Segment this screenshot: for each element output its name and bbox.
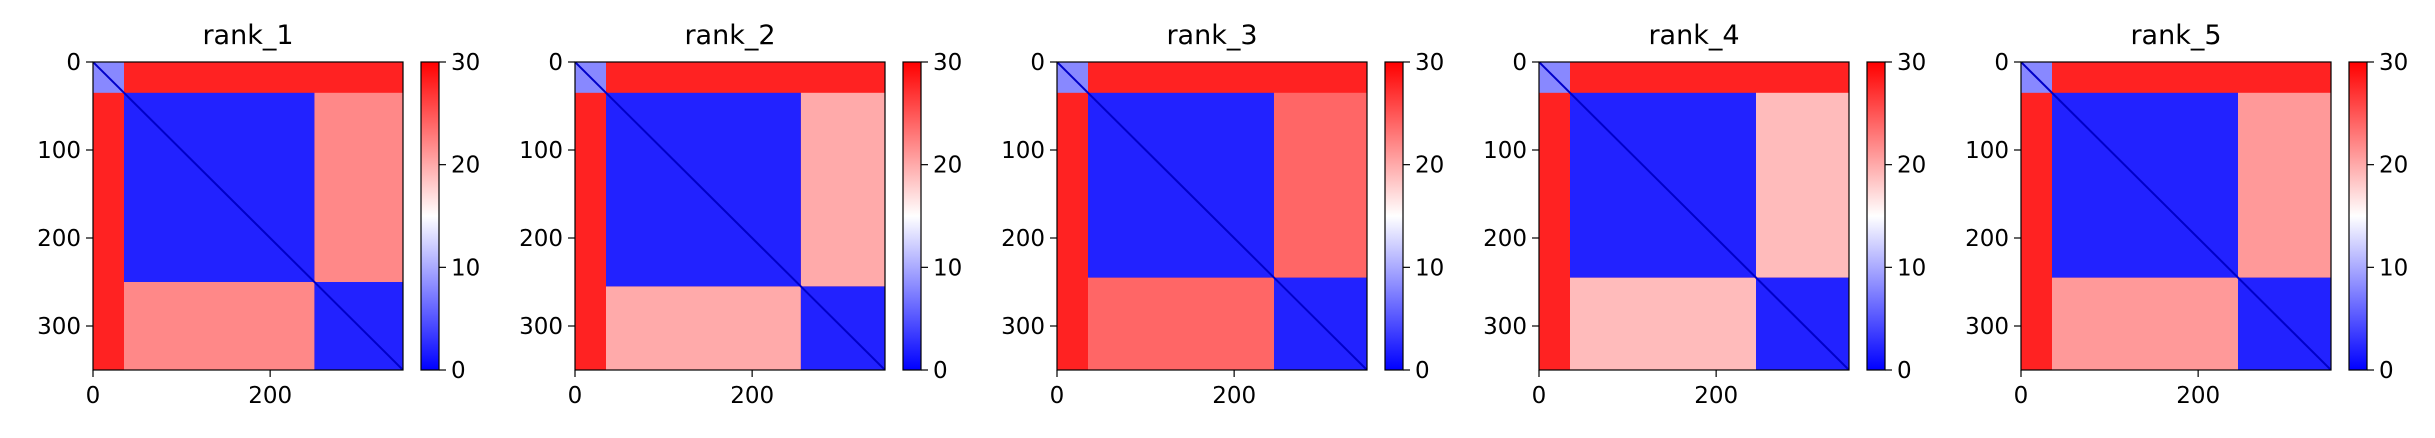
y-tick-label: 200 xyxy=(1483,226,1527,252)
y-tick-label: 100 xyxy=(519,138,563,164)
colorbar-tick-label: 10 xyxy=(1897,255,1926,281)
x-tick-label: 0 xyxy=(1050,383,1065,409)
inter-domain-block-lower xyxy=(2052,277,2238,370)
y-tick-label: 200 xyxy=(519,226,563,252)
y-tick-label: 300 xyxy=(519,314,563,340)
heatmap-cells xyxy=(2021,62,2331,370)
heatmap-cells xyxy=(575,62,885,370)
colorbar-tick-label: 20 xyxy=(451,153,480,179)
inter-domain-block-lower xyxy=(606,286,801,370)
x-tick-label: 200 xyxy=(1694,383,1738,409)
colorbar-tick-label: 30 xyxy=(2379,50,2408,76)
colorbar-tick-label: 0 xyxy=(2379,358,2394,384)
inter-domain-block-upper xyxy=(314,92,403,282)
heatmap-panel-1: rank_1 0 100 200 300 0 200 0 10 20 30 xyxy=(37,20,480,409)
colorbar xyxy=(420,61,440,371)
chart-title: rank_5 xyxy=(2130,20,2221,51)
colorbar-tick-label: 10 xyxy=(2379,255,2408,281)
colorbar-tick-label: 20 xyxy=(2379,153,2408,179)
colorbar xyxy=(902,61,922,371)
plot-frame xyxy=(1538,61,1850,371)
colorbar xyxy=(2348,61,2368,371)
colorbar-tick-label: 0 xyxy=(451,358,466,384)
colorbar xyxy=(1384,61,1404,371)
y-tick-label: 200 xyxy=(37,226,81,252)
diagonal-line xyxy=(1539,62,1849,370)
y-tick-label: 300 xyxy=(37,314,81,340)
colorbar-tick-label: 0 xyxy=(1415,358,1430,384)
diagonal-line xyxy=(2021,62,2331,370)
heatmap-panel-3: rank_3 0 100 200 300 0 200 0 10 20 30 xyxy=(1001,20,1444,409)
colorbar-tick-label: 10 xyxy=(933,255,962,281)
chart-title: rank_1 xyxy=(202,20,293,51)
x-tick-label: 200 xyxy=(2176,383,2220,409)
y-tick-label: 100 xyxy=(1483,138,1527,164)
y-tick-label: 0 xyxy=(66,50,81,76)
diagonal-line xyxy=(575,62,885,370)
chart-title: rank_4 xyxy=(1648,20,1739,51)
y-tick-label: 300 xyxy=(1483,314,1527,340)
y-tick-label: 0 xyxy=(1030,50,1045,76)
heatmap-cells xyxy=(1057,62,1367,370)
colorbar-tick-label: 20 xyxy=(933,153,962,179)
heatmap-panel-4: rank_4 0 100 200 300 0 200 0 10 20 30 xyxy=(1483,20,1926,409)
x-tick-label: 200 xyxy=(730,383,774,409)
colorbar-tick-label: 30 xyxy=(1415,50,1444,76)
inter-domain-block-lower xyxy=(1088,277,1274,370)
plot-frame xyxy=(1056,61,1368,371)
colorbar-tick-label: 10 xyxy=(451,255,480,281)
x-tick-label: 0 xyxy=(2014,383,2029,409)
colorbar-tick-label: 20 xyxy=(1897,153,1926,179)
inter-domain-block-lower xyxy=(1570,277,1756,370)
x-tick-label: 200 xyxy=(1212,383,1256,409)
y-tick-label: 200 xyxy=(1001,226,1045,252)
x-tick-label: 200 xyxy=(248,383,292,409)
heatmap-cells xyxy=(1539,62,1849,370)
y-tick-label: 0 xyxy=(548,50,563,76)
chart-title: rank_3 xyxy=(1166,20,1257,51)
heatmap-panel-5: rank_5 0 100 200 300 0 200 0 10 20 30 xyxy=(1965,20,2408,409)
y-tick-label: 0 xyxy=(1994,50,2009,76)
inter-domain-block-upper xyxy=(800,92,885,287)
heatmap-cells xyxy=(93,62,403,370)
inter-domain-block-upper xyxy=(1274,92,1367,278)
y-tick-label: 100 xyxy=(1001,138,1045,164)
colorbar-tick-label: 10 xyxy=(1415,255,1444,281)
heatmap-panel-2: rank_2 0 100 200 300 0 200 0 10 20 30 xyxy=(519,20,962,409)
inter-domain-block-upper xyxy=(2238,92,2331,278)
y-tick-label: 300 xyxy=(1965,314,2009,340)
y-tick-label: 300 xyxy=(1001,314,1045,340)
y-tick-label: 0 xyxy=(1512,50,1527,76)
colorbar-tick-label: 0 xyxy=(1897,358,1912,384)
chart-title: rank_2 xyxy=(684,20,775,51)
x-tick-label: 0 xyxy=(568,383,583,409)
colorbar-tick-label: 0 xyxy=(933,358,948,384)
inter-domain-block-lower xyxy=(124,282,315,370)
colorbar-tick-label: 20 xyxy=(1415,153,1444,179)
plot-frame xyxy=(574,61,886,371)
diagonal-line xyxy=(1057,62,1367,370)
plot-frame xyxy=(92,61,404,371)
diagonal-line xyxy=(93,62,403,370)
colorbar-tick-label: 30 xyxy=(933,50,962,76)
y-tick-label: 100 xyxy=(1965,138,2009,164)
plot-frame xyxy=(2020,61,2332,371)
x-tick-label: 0 xyxy=(86,383,101,409)
y-tick-label: 100 xyxy=(37,138,81,164)
inter-domain-block-upper xyxy=(1756,92,1849,278)
colorbar-tick-label: 30 xyxy=(451,50,480,76)
colorbar-tick-label: 30 xyxy=(1897,50,1926,76)
colorbar xyxy=(1866,61,1886,371)
y-tick-label: 200 xyxy=(1965,226,2009,252)
x-tick-label: 0 xyxy=(1532,383,1547,409)
